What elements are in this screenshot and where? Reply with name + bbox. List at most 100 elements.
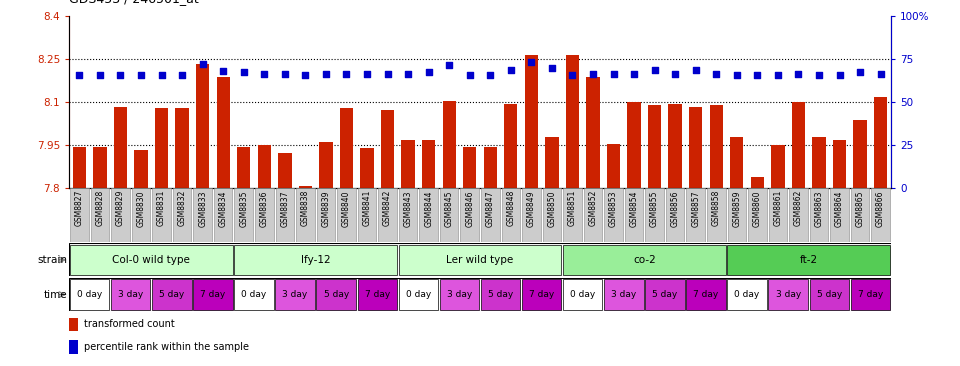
Text: GSM8854: GSM8854 (630, 190, 638, 227)
Bar (152, 280, 192, 310)
Text: Col-0 wild type: Col-0 wild type (112, 255, 190, 265)
Bar (851, 280, 890, 310)
Text: 0 day: 0 day (241, 290, 267, 299)
Point (92, 72, 108, 78)
Text: 7 day: 7 day (201, 290, 226, 299)
Bar (645, 280, 684, 310)
Text: GSM8831: GSM8831 (157, 190, 166, 227)
Text: GSM8829: GSM8829 (116, 190, 125, 227)
Bar (809, 188, 828, 242)
Text: GSM8847: GSM8847 (486, 190, 494, 227)
Bar (111, 188, 130, 242)
Bar (69, 340, 78, 354)
Text: GSM8844: GSM8844 (424, 190, 433, 227)
Point (831, 72, 847, 78)
Point (256, 71, 272, 77)
Point (236, 70, 252, 75)
Bar (422, 140, 435, 188)
Bar (481, 188, 499, 242)
Bar (193, 188, 212, 242)
Text: 3 day: 3 day (612, 290, 636, 299)
Text: GSM8865: GSM8865 (855, 190, 865, 227)
Text: GSM8832: GSM8832 (178, 190, 186, 227)
Text: time: time (43, 290, 67, 300)
Bar (607, 144, 620, 188)
Bar (357, 280, 397, 310)
Text: GSM8830: GSM8830 (136, 190, 146, 227)
Bar (340, 108, 353, 188)
Text: GSM8861: GSM8861 (774, 190, 782, 227)
Bar (604, 280, 643, 310)
Bar (751, 177, 764, 188)
Point (791, 71, 806, 77)
Point (667, 71, 683, 77)
Bar (443, 101, 456, 188)
Bar (317, 188, 335, 242)
Bar (769, 188, 787, 242)
Bar (381, 110, 395, 188)
Bar (401, 140, 415, 188)
Bar (668, 104, 682, 188)
Bar (276, 188, 294, 242)
Bar (564, 188, 582, 242)
Bar (645, 188, 664, 242)
Bar (398, 245, 562, 275)
Point (462, 72, 477, 78)
Point (359, 71, 374, 77)
Bar (257, 145, 271, 188)
Bar (604, 188, 623, 242)
Text: GSM8848: GSM8848 (506, 190, 516, 227)
Point (750, 72, 765, 78)
Bar (728, 188, 746, 242)
Text: 3 day: 3 day (118, 290, 143, 299)
Text: 7 day: 7 day (365, 290, 390, 299)
Bar (584, 188, 602, 242)
Point (442, 62, 457, 68)
Point (195, 61, 210, 67)
Text: GSM8858: GSM8858 (711, 190, 721, 227)
Bar (90, 188, 109, 242)
Point (586, 71, 601, 77)
Bar (874, 97, 887, 188)
Point (277, 71, 293, 77)
Text: GSM8862: GSM8862 (794, 190, 803, 227)
Bar (317, 280, 356, 310)
Text: GSM8840: GSM8840 (342, 190, 351, 227)
Bar (276, 280, 315, 310)
Bar (481, 280, 520, 310)
Text: 7 day: 7 day (693, 290, 719, 299)
Bar (731, 137, 743, 188)
Bar (648, 105, 661, 188)
Bar (398, 280, 438, 310)
Text: GSM8853: GSM8853 (609, 190, 618, 227)
Text: GSM8838: GSM8838 (300, 190, 310, 227)
Bar (155, 108, 168, 188)
Bar (851, 188, 870, 242)
Bar (689, 107, 703, 188)
Text: GSM8846: GSM8846 (466, 190, 474, 227)
Text: GSM8860: GSM8860 (753, 190, 762, 227)
Bar (545, 137, 559, 188)
Bar (587, 77, 600, 188)
Text: 3 day: 3 day (776, 290, 801, 299)
Point (564, 72, 580, 78)
Bar (789, 188, 807, 242)
Bar (771, 145, 784, 188)
Point (730, 72, 745, 78)
Text: 5 day: 5 day (488, 290, 514, 299)
Bar (93, 147, 107, 188)
Point (544, 65, 560, 71)
Bar (440, 280, 479, 310)
Bar (320, 142, 332, 188)
Text: ft-2: ft-2 (800, 255, 818, 265)
Bar (728, 245, 890, 275)
Bar (525, 55, 538, 188)
Bar (809, 280, 849, 310)
Bar (420, 188, 438, 242)
Point (113, 72, 129, 78)
Text: percentile rank within the sample: percentile rank within the sample (84, 342, 249, 352)
Text: GSM8857: GSM8857 (691, 190, 700, 227)
Point (626, 71, 641, 77)
Text: 5 day: 5 day (652, 290, 678, 299)
Text: GSM8842: GSM8842 (383, 190, 392, 227)
